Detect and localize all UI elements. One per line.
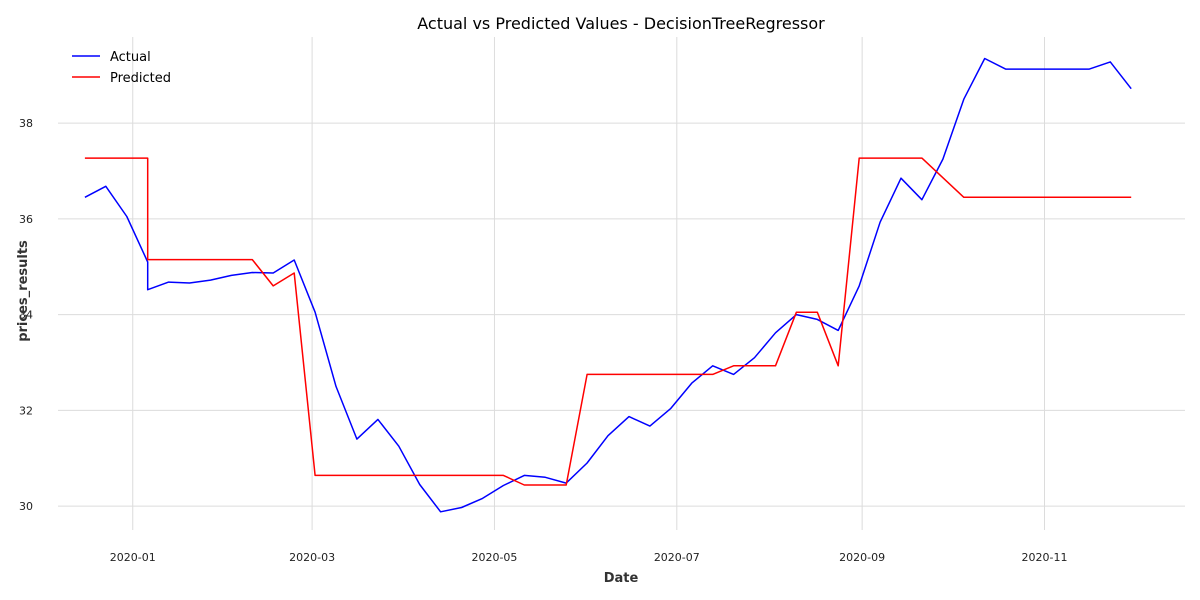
y-axis-ticks: 30 32 34 36 38 bbox=[19, 117, 33, 513]
x-tick-label: 2020-01 bbox=[110, 551, 156, 564]
x-axis-label: Date bbox=[604, 571, 639, 586]
x-tick-label: 2020-05 bbox=[471, 551, 517, 564]
x-tick-label: 2020-11 bbox=[1022, 551, 1068, 564]
x-axis-ticks: 2020-01 2020-03 2020-05 2020-07 2020-09 2020-… bbox=[110, 551, 1068, 564]
x-tick-label: 2020-07 bbox=[654, 551, 700, 564]
chart-title: Actual vs Predicted Values - DecisionTre… bbox=[417, 14, 825, 33]
y-tick-label: 38 bbox=[19, 117, 33, 130]
x-tick-label: 2020-03 bbox=[289, 551, 335, 564]
y-tick-label: 30 bbox=[19, 500, 33, 513]
series-line-actual bbox=[84, 57, 1132, 513]
legend-label-actual: Actual bbox=[110, 50, 151, 65]
y-tick-label: 34 bbox=[19, 309, 33, 322]
legend-label-predicted: Predicted bbox=[110, 71, 171, 86]
y-axis-label: prices_results bbox=[16, 240, 31, 342]
x-tick-label: 2020-09 bbox=[839, 551, 885, 564]
gridlines bbox=[58, 37, 1185, 530]
y-tick-label: 32 bbox=[19, 404, 33, 417]
series-lines bbox=[84, 57, 1132, 513]
series-line-predicted bbox=[84, 157, 1132, 486]
y-tick-label: 36 bbox=[19, 213, 33, 226]
legend: Actual Predicted bbox=[72, 50, 171, 86]
